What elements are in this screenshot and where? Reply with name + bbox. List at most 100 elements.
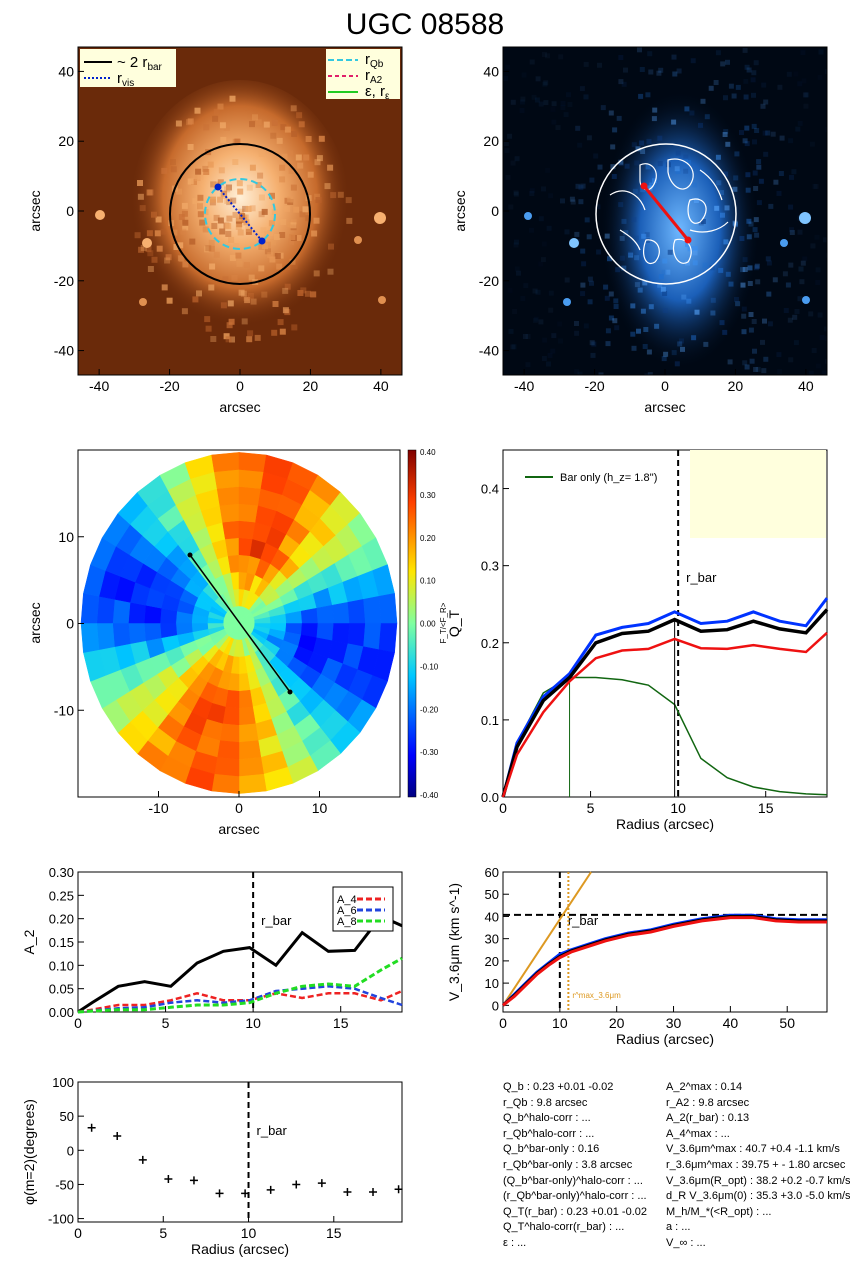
plot-frame [77,1081,403,1223]
legend-eps-label: ε, rε [365,83,390,102]
param-line: d_R V_3.6μm(0) : 35.3 +3.0 -5.0 km/s/kpc [666,1190,850,1203]
image-pixel [560,100,566,106]
image-pixel [507,133,513,139]
image-pixel [225,336,232,343]
image-pixel [182,219,189,226]
image-pixel [508,204,514,210]
rqb-circle [204,178,276,250]
rbar-label: r_bar [686,570,717,585]
image-pixel [270,239,276,246]
image-pixel [297,162,304,169]
series-hz-1.8 [501,608,829,798]
image-pixel [521,72,527,78]
image-pixel [213,251,220,258]
image-pixel [570,199,576,205]
image-pixel [228,236,235,243]
image-pixel [532,288,538,294]
image-pixel [560,105,566,111]
image-pixel [710,297,716,303]
image-pixel [647,372,653,375]
image-pixel [290,184,297,191]
image-pixel [747,281,753,286]
image-pixel [604,233,610,239]
y-axis-label: arcsec [452,190,468,231]
image-pixel [610,144,616,150]
force-map-cell [332,622,350,644]
image-pixel [196,290,202,297]
x-tick-label: 40 [798,378,814,394]
colorbar-tick-label: 0.30 [420,491,436,500]
x-tick-label: -40 [89,378,109,394]
image-pixel [177,255,184,262]
image-pixel [205,245,212,252]
image-pixel [250,298,257,305]
image-pixel [671,350,677,356]
y-tick-label: 30 [485,932,499,947]
image-pixel [644,373,650,375]
image-pixel [652,107,658,113]
image-pixel [516,270,521,276]
chart-a2: 0 5 10 15 0.00 0.05 0.10 0.15 0.20 0.25 0.30 A_2 r_b… [21,865,403,1031]
image-pixel [763,356,769,362]
image-pixel [777,84,783,90]
y-tick-label: -50 [55,1177,74,1192]
force-map-cell [211,452,240,473]
image-pixel [545,53,550,59]
image-pixel [258,194,265,201]
image-pixel [627,251,633,257]
y-tick-label: -40 [479,343,499,359]
force-map-cell [214,469,240,489]
image-pixel [223,333,230,340]
image-pixel [718,267,724,273]
image-pixel [579,86,585,92]
image-pixel [287,196,294,203]
image-pixel [802,256,808,262]
data-point [292,1180,301,1189]
data-point [343,1187,352,1196]
image-pixel [604,295,610,301]
image-pixel [789,174,794,180]
image-pixel [535,76,541,82]
image-pixel [237,188,244,195]
image-pixel [613,298,619,304]
y-tick-label: 0.3 [481,559,499,574]
y-tick-label: 0.15 [49,935,74,950]
image-pixel [693,198,699,203]
image-pixel [817,74,823,80]
x-tick-label: -20 [584,378,604,394]
image-pixel [204,246,211,253]
image-pixel [698,220,704,226]
image-pixel [765,130,771,136]
colorbar-tick-label: -0.10 [420,662,439,671]
image-pixel [708,85,714,91]
image-pixel [661,269,667,275]
chart-phi: 0 5 10 15 100 50 0 -50 -100 Radius (arcsec) φ(m=2)… [21,1075,403,1257]
image-pixel [639,140,645,146]
image-pixel [795,126,801,132]
star-source [569,238,579,248]
y-tick-label: 0 [491,203,499,219]
image-pixel [542,81,548,87]
image-pixel [139,205,146,212]
image-pixel [194,174,201,181]
image-pixel [246,184,253,191]
image-pixel [529,227,534,233]
image-pixel [715,154,721,160]
image-pixel [328,243,334,250]
force-map-cell [238,689,253,709]
image-pixel [181,202,188,209]
image-pixel [754,263,760,269]
force-map-cell [219,723,240,743]
legend-label: A_8 [337,916,357,928]
image-pixel [545,167,551,173]
image-pixel [762,318,767,324]
series-red [502,916,827,1007]
param-line: A_4^max : ... [666,1127,730,1140]
image-pixel [243,262,250,268]
image-pixel [735,84,741,90]
colorbar-tick-label: 0.20 [420,534,436,543]
image-pixel [743,94,749,100]
force-map-cell [159,622,178,639]
image-pixel [161,167,168,174]
x-tick-label: 15 [326,1225,342,1241]
